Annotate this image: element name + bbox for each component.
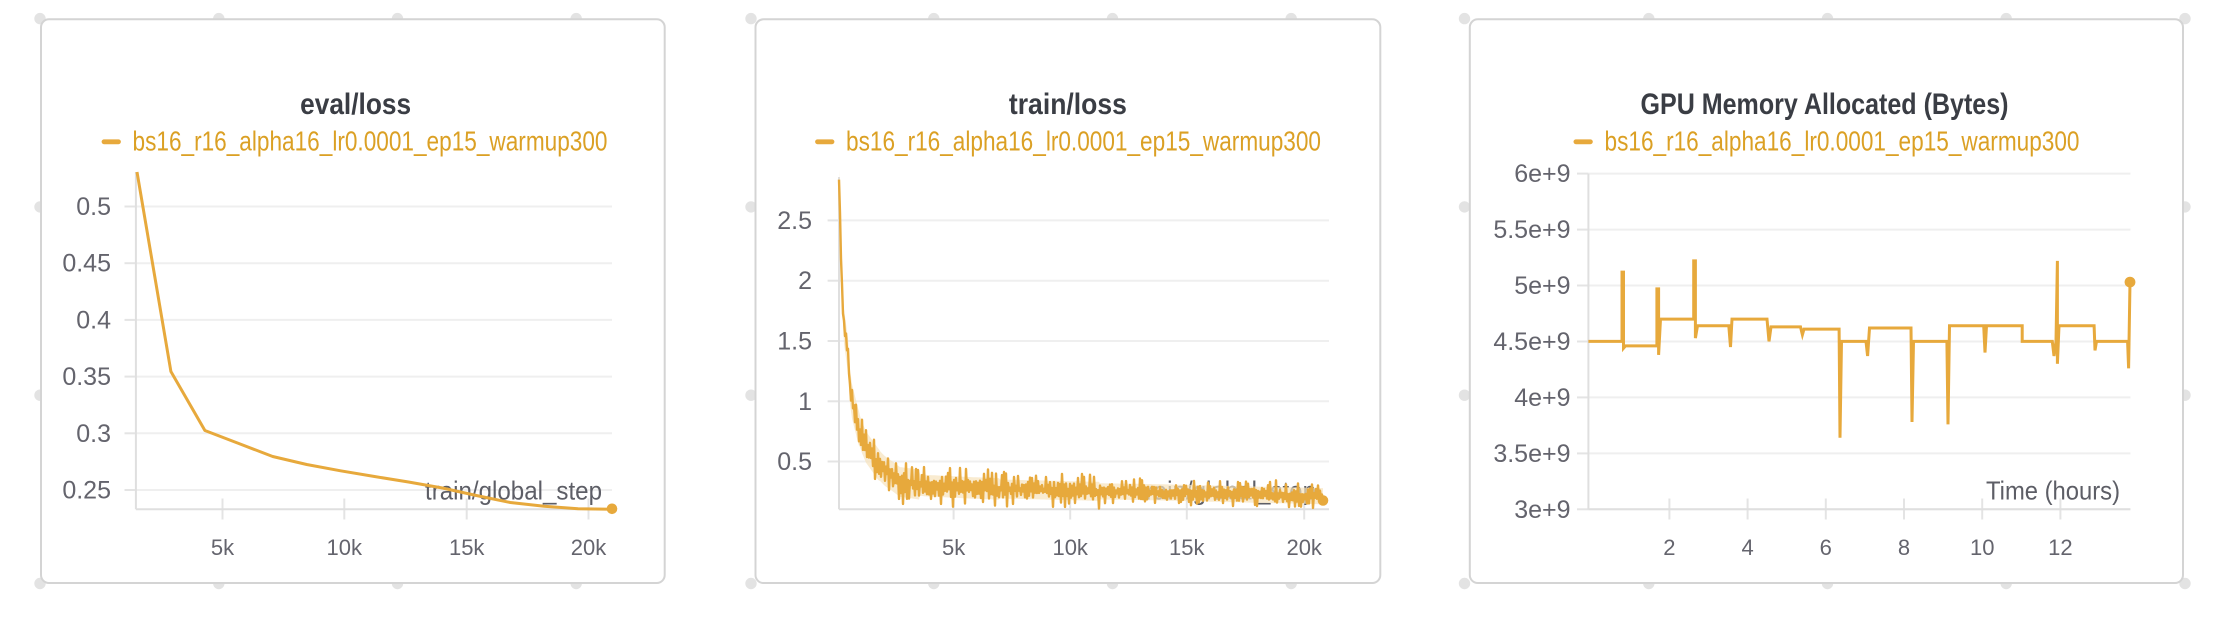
- svg-text:6e+9: 6e+9: [1514, 160, 1570, 188]
- svg-text:10k: 10k: [1052, 535, 1088, 560]
- svg-text:0.4: 0.4: [76, 306, 111, 334]
- svg-text:0.5: 0.5: [76, 193, 111, 221]
- svg-text:Time (hours): Time (hours): [1986, 476, 2120, 506]
- svg-text:4.5e+9: 4.5e+9: [1493, 328, 1570, 356]
- svg-text:20k: 20k: [571, 535, 607, 560]
- svg-text:2: 2: [798, 267, 812, 295]
- svg-text:1: 1: [798, 388, 812, 416]
- svg-text:eval/loss: eval/loss: [300, 88, 411, 121]
- svg-text:5.5e+9: 5.5e+9: [1493, 216, 1570, 244]
- svg-text:bs16_r16_alpha16_lr0.0001_ep15: bs16_r16_alpha16_lr0.0001_ep15_warmup300: [846, 126, 1321, 157]
- svg-text:bs16_r16_alpha16_lr0.0001_ep15: bs16_r16_alpha16_lr0.0001_ep15_warmup300: [1605, 126, 2080, 157]
- svg-text:train/loss: train/loss: [1009, 88, 1127, 121]
- svg-text:10k: 10k: [327, 535, 363, 560]
- svg-text:5e+9: 5e+9: [1514, 272, 1570, 300]
- svg-text:4: 4: [1741, 535, 1753, 560]
- svg-text:bs16_r16_alpha16_lr0.0001_ep15: bs16_r16_alpha16_lr0.0001_ep15_warmup300: [133, 126, 608, 157]
- svg-text:12: 12: [2048, 535, 2072, 560]
- svg-text:0.45: 0.45: [62, 250, 111, 278]
- svg-text:5k: 5k: [942, 535, 966, 560]
- svg-text:2: 2: [1663, 535, 1675, 560]
- svg-text:0.35: 0.35: [62, 363, 111, 391]
- svg-text:1.5: 1.5: [777, 328, 812, 356]
- svg-text:4e+9: 4e+9: [1514, 384, 1570, 412]
- svg-text:2.5: 2.5: [777, 207, 812, 235]
- svg-text:8: 8: [1898, 535, 1910, 560]
- svg-text:5k: 5k: [211, 535, 235, 560]
- svg-text:0.3: 0.3: [76, 420, 111, 448]
- svg-text:10: 10: [1970, 535, 1994, 560]
- svg-text:20k: 20k: [1286, 535, 1322, 560]
- svg-text:0.25: 0.25: [62, 477, 111, 505]
- svg-text:15k: 15k: [1169, 535, 1205, 560]
- svg-text:3e+9: 3e+9: [1514, 496, 1570, 524]
- svg-text:0.5: 0.5: [777, 448, 812, 476]
- svg-text:6: 6: [1820, 535, 1832, 560]
- svg-text:GPU Memory Allocated (Bytes): GPU Memory Allocated (Bytes): [1641, 88, 2009, 121]
- svg-text:3.5e+9: 3.5e+9: [1493, 440, 1570, 468]
- svg-text:15k: 15k: [449, 535, 485, 560]
